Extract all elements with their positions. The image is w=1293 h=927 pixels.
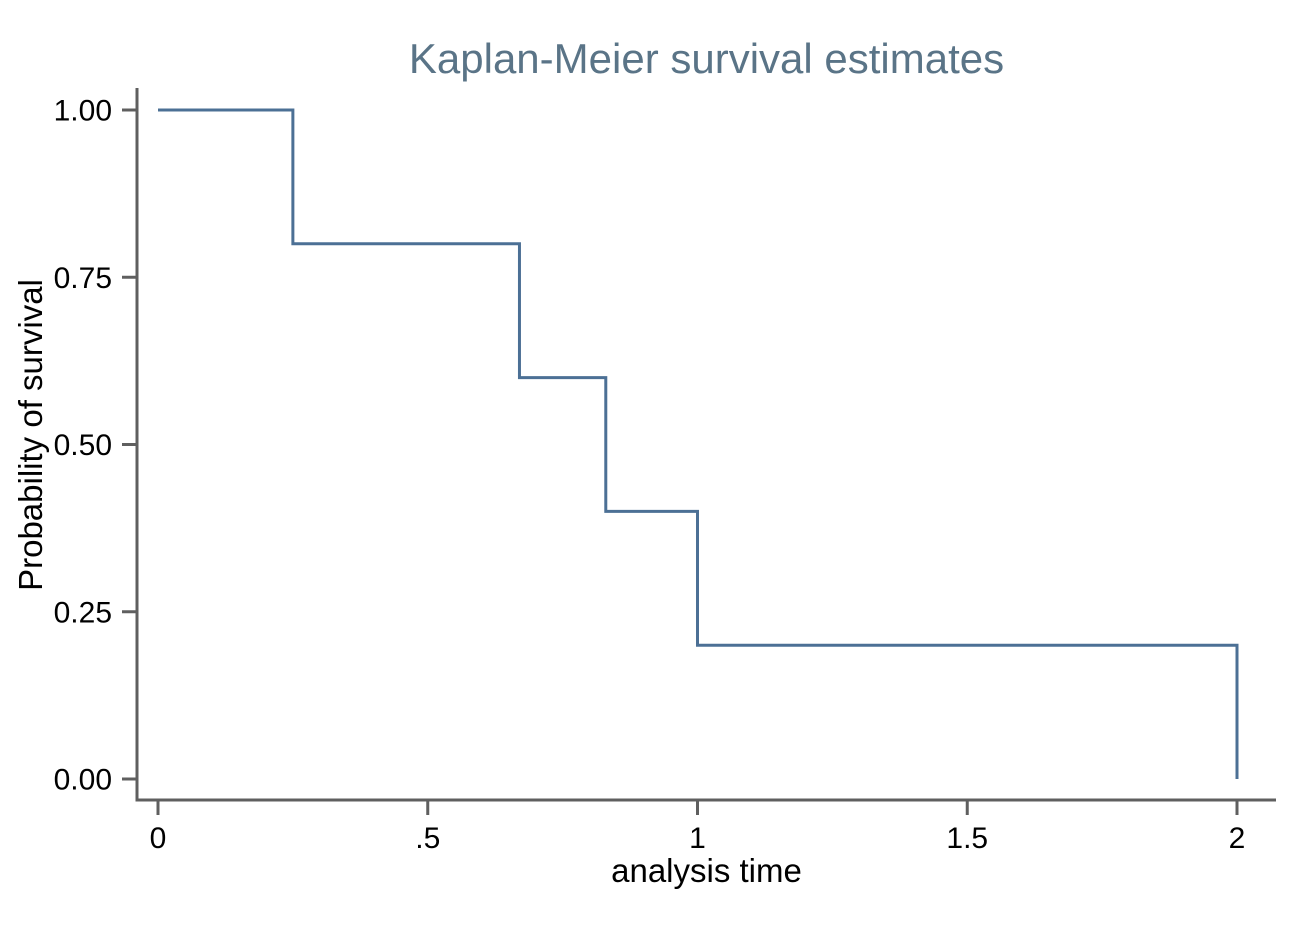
y-tick-label: 0.50: [54, 429, 112, 462]
axis-spines: [135, 88, 1276, 802]
x-tick-label: 1.5: [946, 822, 988, 855]
y-tick-label: 0.00: [54, 764, 112, 797]
x-tick-label: .5: [415, 822, 440, 855]
x-tick-label: 1: [689, 822, 706, 855]
y-tick-label: 1.00: [54, 95, 112, 128]
x-tick-label: 2: [1229, 822, 1246, 855]
chart-title: Kaplan-Meier survival estimates: [408, 35, 1005, 82]
survival-curve: [158, 108, 1239, 779]
x-axis-title: analysis time: [611, 852, 802, 889]
y-tick-label: 0.25: [54, 596, 112, 629]
x-tick-label: 0: [150, 822, 167, 855]
y-tick-label: 0.75: [54, 262, 112, 295]
